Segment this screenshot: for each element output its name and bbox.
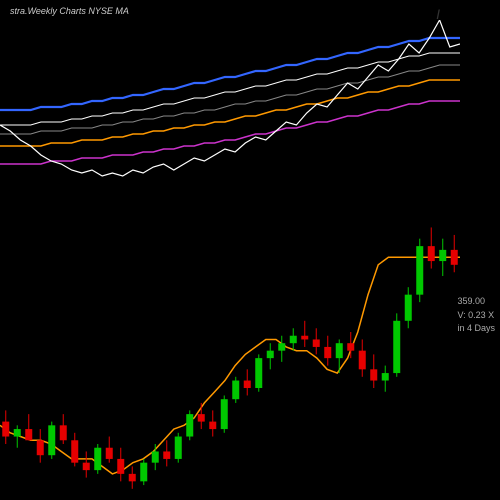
info-expiry: in 4 Days: [457, 322, 495, 336]
chart-container: stra.Weekly Charts NYSE MA I 359.00 V: 0…: [0, 0, 500, 500]
price-panel: [0, 220, 460, 500]
info-price: 359.00: [457, 295, 495, 309]
indicator-panel: [0, 20, 460, 200]
chart-title: stra.Weekly Charts NYSE MA: [10, 6, 129, 16]
info-box: 359.00 V: 0.23 X in 4 Days: [457, 295, 495, 336]
info-volume: V: 0.23 X: [457, 309, 495, 323]
candlestick-svg: [0, 220, 460, 500]
indicator-svg: [0, 20, 460, 200]
